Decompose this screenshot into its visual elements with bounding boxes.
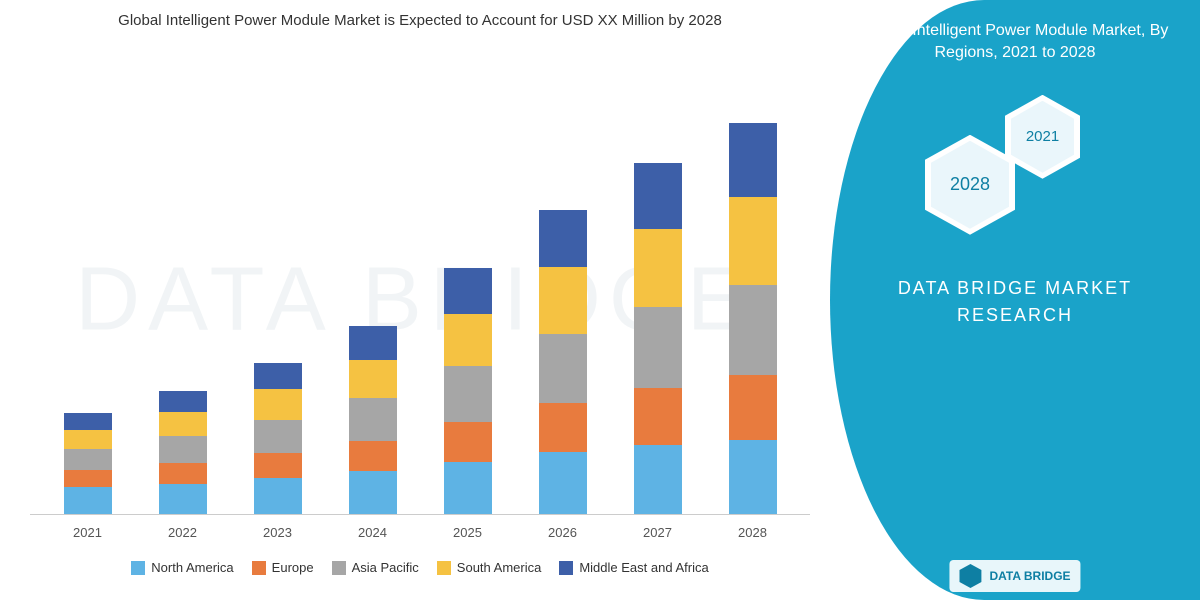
legend-label: Middle East and Africa	[579, 560, 708, 575]
bar-segment	[349, 471, 397, 514]
x-axis-label: 2028	[723, 525, 783, 540]
side-panel: Global Intelligent Power Module Market, …	[830, 0, 1200, 600]
x-axis-label: 2027	[628, 525, 688, 540]
bar-stack	[729, 123, 777, 514]
legend-label: Europe	[272, 560, 314, 575]
bar-segment	[634, 163, 682, 230]
bar-segment	[444, 314, 492, 366]
brand-text: DATA BRIDGE MARKET RESEARCH	[898, 275, 1132, 329]
bar-segment	[729, 123, 777, 197]
legend-item: Europe	[252, 560, 314, 575]
bar-segment	[64, 449, 112, 470]
bar-segment	[159, 391, 207, 412]
hexagon-2028: 2028	[925, 135, 1015, 235]
bar-segment	[444, 366, 492, 421]
legend-label: South America	[457, 560, 542, 575]
brand-line-2: RESEARCH	[898, 302, 1132, 329]
chart-title: Global Intelligent Power Module Market i…	[30, 10, 810, 31]
bar-segment	[539, 403, 587, 453]
bar-stack	[349, 326, 397, 514]
bar-segment	[444, 268, 492, 314]
x-axis-label: 2026	[533, 525, 593, 540]
bar-stack	[254, 363, 302, 514]
legend-label: Asia Pacific	[352, 560, 419, 575]
bar-group	[628, 163, 688, 514]
bar-segment	[444, 462, 492, 514]
legend-swatch	[252, 561, 266, 575]
hexagon-group: 2028 2021	[915, 95, 1115, 235]
bar-segment	[254, 389, 302, 419]
bar-segment	[729, 197, 777, 285]
legend-item: Asia Pacific	[332, 560, 419, 575]
legend-item: Middle East and Africa	[559, 560, 708, 575]
legend-swatch	[332, 561, 346, 575]
bar-stack	[634, 163, 682, 514]
hex-label-small: 2021	[1026, 128, 1059, 145]
bar-segment	[729, 285, 777, 375]
bar-segment	[64, 470, 112, 487]
legend-swatch	[437, 561, 451, 575]
chart-panel: Global Intelligent Power Module Market i…	[0, 0, 830, 600]
bar-segment	[634, 388, 682, 445]
bar-segment	[634, 229, 682, 307]
chart-legend: North America Europe Asia Pacific South Ame…	[30, 555, 810, 590]
x-axis-label: 2022	[153, 525, 213, 540]
bar-segment	[349, 441, 397, 471]
x-axis-labels: 2021 2022 2023 2024 2025 2026 2027 2028	[30, 520, 810, 555]
x-axis-label: 2025	[438, 525, 498, 540]
bar-segment	[349, 398, 397, 441]
legend-item: North America	[131, 560, 233, 575]
logo-hex-icon	[959, 564, 981, 588]
bar-segment	[254, 478, 302, 514]
bar-segment	[159, 463, 207, 484]
x-axis-label: 2023	[248, 525, 308, 540]
bar-segment	[254, 363, 302, 390]
legend-item: South America	[437, 560, 542, 575]
legend-swatch	[131, 561, 145, 575]
bar-segment	[729, 375, 777, 440]
bar-segment	[254, 453, 302, 478]
bar-segment	[254, 420, 302, 453]
bar-group	[723, 123, 783, 514]
bar-segment	[539, 334, 587, 403]
bar-segment	[539, 267, 587, 334]
bar-stack	[539, 210, 587, 514]
bar-group	[343, 326, 403, 514]
bar-segment	[539, 452, 587, 514]
bar-segment	[64, 487, 112, 514]
bar-group	[438, 268, 498, 514]
bar-stack	[64, 413, 112, 514]
chart-area	[30, 51, 810, 515]
bar-group	[533, 210, 593, 514]
bar-segment	[159, 484, 207, 514]
bar-group	[58, 413, 118, 514]
bar-segment	[349, 360, 397, 398]
side-panel-title: Global Intelligent Power Module Market, …	[830, 20, 1200, 65]
bar-segment	[729, 440, 777, 514]
legend-label: North America	[151, 560, 233, 575]
bar-segment	[159, 436, 207, 463]
x-axis-label: 2024	[343, 525, 403, 540]
bar-stack	[159, 391, 207, 514]
hex-label-large: 2028	[950, 174, 990, 195]
brand-line-1: DATA BRIDGE MARKET	[898, 275, 1132, 302]
footer-logo-text: DATA BRIDGE	[989, 569, 1070, 583]
bar-segment	[444, 422, 492, 462]
bar-segment	[159, 412, 207, 436]
bar-segment	[64, 430, 112, 449]
bar-group	[248, 363, 308, 514]
hexagon-2021: 2021	[1005, 95, 1080, 179]
bar-segment	[64, 413, 112, 430]
legend-swatch	[559, 561, 573, 575]
x-axis-label: 2021	[58, 525, 118, 540]
bar-segment	[634, 307, 682, 388]
footer-logo: DATA BRIDGE	[949, 560, 1080, 592]
bar-segment	[349, 326, 397, 359]
bar-segment	[634, 445, 682, 514]
bar-group	[153, 391, 213, 514]
bar-stack	[444, 268, 492, 514]
bar-segment	[539, 210, 587, 267]
